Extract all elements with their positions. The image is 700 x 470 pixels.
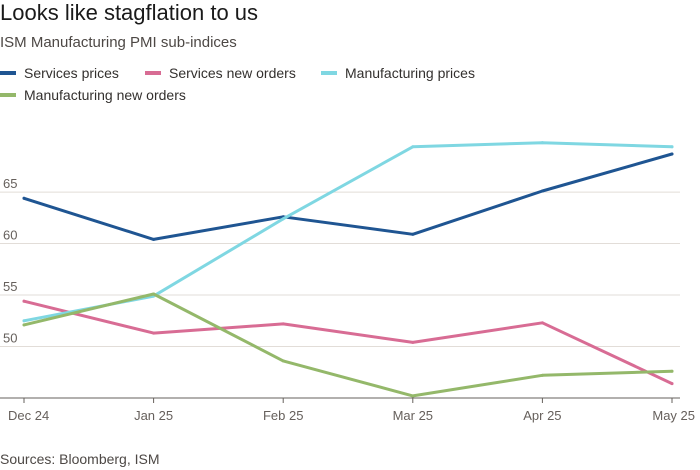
series-line-services-prices (22, 152, 674, 241)
data-point-manufacturing-new-orders-dec-24 (22, 323, 26, 327)
y-tick-label-60: 60 (3, 228, 17, 243)
data-point-manufacturing-new-orders-mar-25 (411, 394, 415, 398)
x-tick-label-jan-25: Jan 25 (134, 408, 173, 423)
data-point-services-prices-dec-24 (22, 196, 26, 200)
axes: 50 55 60 65 Dec 24 Jan 25 Feb 25 Mar 25 Apr 25 Ma… (0, 176, 695, 423)
chart-subtitle: ISM Manufacturing PMI sub-indices (0, 34, 237, 51)
data-point-services-new-orders-dec-24 (22, 299, 26, 303)
legend-swatch-manufacturing-new-orders (0, 93, 16, 98)
legend-item-services-prices: Services prices (0, 64, 119, 82)
legend-item-manufacturing-new-orders: Manufacturing new orders (0, 86, 186, 104)
data-point-services-new-orders-feb-25 (281, 322, 285, 326)
data-point-services-new-orders-may-25 (670, 382, 674, 386)
x-tick-label-feb-25: Feb 25 (263, 408, 303, 423)
series-line-manufacturing-new-orders (22, 292, 674, 398)
data-point-services-new-orders-apr-25 (540, 321, 544, 325)
gridlines (0, 191, 680, 348)
y-tick-label-65: 65 (3, 176, 17, 191)
legend-label-manufacturing-prices: Manufacturing prices (345, 65, 475, 81)
data-point-services-prices-jan-25 (152, 237, 156, 241)
legend-swatch-services-prices (0, 71, 16, 76)
series-line-manufacturing-prices (22, 141, 674, 323)
legend-item-services-new-orders: Services new orders (145, 64, 296, 82)
y-tick-label-55: 55 (3, 279, 17, 294)
data-point-services-prices-apr-25 (540, 189, 544, 193)
data-point-manufacturing-new-orders-jan-25 (152, 292, 156, 296)
data-point-services-new-orders-mar-25 (411, 340, 415, 344)
legend-swatch-manufacturing-prices (321, 71, 337, 76)
data-point-manufacturing-prices-dec-24 (22, 319, 26, 323)
data-point-services-prices-may-25 (670, 152, 674, 156)
legend-label-services-prices: Services prices (24, 65, 119, 81)
x-tick-label-apr-25: Apr 25 (523, 408, 561, 423)
chart-title: Looks like stagflation to us (0, 0, 259, 25)
y-tick-label-50: 50 (3, 331, 17, 346)
series-lines (22, 141, 674, 398)
legend-label-manufacturing-new-orders: Manufacturing new orders (24, 87, 186, 103)
data-point-services-new-orders-jan-25 (152, 331, 156, 335)
data-point-manufacturing-prices-may-25 (670, 145, 674, 149)
data-point-manufacturing-prices-mar-25 (411, 145, 415, 149)
line-chart: 50 55 60 65 Dec 24 Jan 25 Feb 25 Mar 25 Apr 25 Ma… (0, 141, 695, 423)
legend-swatch-services-new-orders (145, 71, 161, 76)
x-tick-label-may-25: May 25 (652, 408, 695, 423)
legend-item-manufacturing-prices: Manufacturing prices (321, 64, 475, 82)
series-line-services-new-orders (22, 299, 674, 386)
data-point-manufacturing-new-orders-apr-25 (540, 373, 544, 377)
legend-label-services-new-orders: Services new orders (169, 65, 296, 81)
data-point-services-prices-mar-25 (411, 232, 415, 236)
x-tick-label-mar-25: Mar 25 (393, 408, 433, 423)
source-note: Sources: Bloomberg, ISM (0, 451, 160, 467)
data-point-manufacturing-new-orders-feb-25 (281, 359, 285, 363)
data-point-manufacturing-prices-feb-25 (281, 217, 285, 221)
data-point-manufacturing-prices-apr-25 (540, 141, 544, 145)
x-tick-label-dec-24: Dec 24 (8, 408, 49, 423)
data-point-manufacturing-new-orders-may-25 (670, 369, 674, 373)
